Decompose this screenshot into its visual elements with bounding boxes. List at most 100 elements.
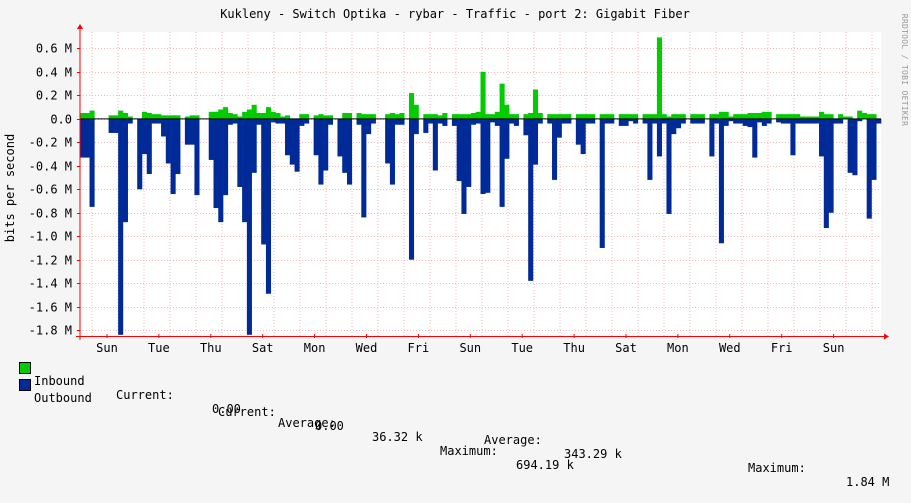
inbound-bar xyxy=(285,115,291,119)
outbound-average-value: 343.29 k xyxy=(564,447,622,461)
outbound-bar xyxy=(547,118,553,124)
outbound-bar xyxy=(442,118,448,126)
inbound-bar xyxy=(246,109,252,119)
x-tick-label: Sun xyxy=(459,341,481,355)
inbound-bar xyxy=(857,110,863,119)
inbound-bar xyxy=(408,93,415,119)
inbound-bar xyxy=(642,114,648,119)
inbound-bar xyxy=(170,115,176,119)
outbound-bar xyxy=(285,118,291,156)
inbound-bar xyxy=(838,114,844,119)
inbound-bar xyxy=(342,112,348,119)
inbound-bar xyxy=(208,111,214,119)
inbound-bar xyxy=(513,114,519,119)
outbound-bar xyxy=(318,118,324,185)
x-tick-label: Thu xyxy=(200,341,222,355)
outbound-bar xyxy=(275,118,281,124)
inbound-bar xyxy=(504,104,510,119)
outbound-bar xyxy=(656,118,662,157)
inbound-bar xyxy=(804,116,810,119)
y-tick-label: 0.2 M xyxy=(36,89,72,103)
outbound-bar xyxy=(113,118,119,133)
outbound-bar xyxy=(122,118,128,223)
inbound-bar xyxy=(633,114,639,119)
outbound-bar xyxy=(728,118,734,122)
outbound-bar xyxy=(537,118,543,124)
inbound-bar xyxy=(237,116,243,119)
inbound-bar xyxy=(327,115,333,119)
inbound-bar xyxy=(80,112,86,119)
outbound-bar xyxy=(84,118,90,158)
outbound-bar xyxy=(618,118,624,126)
outbound-bar xyxy=(141,118,148,155)
inbound-bar xyxy=(666,116,672,119)
y-tick-label: -0.6 M xyxy=(29,183,72,197)
inbound-bar xyxy=(480,71,486,119)
inbound-bar xyxy=(218,109,224,119)
outbound-bar xyxy=(347,118,353,185)
inbound-bar xyxy=(165,115,171,119)
x-tick-label: Tue xyxy=(148,341,170,355)
outbound-label: Outbound xyxy=(34,391,92,405)
inbound-bar xyxy=(871,114,877,119)
outbound-bar xyxy=(690,118,696,124)
outbound-bar xyxy=(580,118,586,155)
outbound-bar xyxy=(399,118,405,125)
inbound-bar xyxy=(275,112,281,119)
outbound-bar xyxy=(232,118,238,124)
inbound-bar xyxy=(223,107,229,119)
inbound-bar xyxy=(127,116,133,119)
outbound-bar xyxy=(327,118,333,125)
outbound-bar xyxy=(342,118,348,173)
inbound-bar xyxy=(370,114,376,119)
outbound-bar xyxy=(847,118,853,173)
outbound-bar xyxy=(866,118,872,219)
outbound-bar xyxy=(652,118,658,124)
outbound-bar xyxy=(876,118,882,124)
y-axis-arrow xyxy=(77,24,83,29)
inbound-bar xyxy=(227,112,233,119)
x-tick-label: Sat xyxy=(252,341,274,355)
inbound-bar xyxy=(151,114,157,119)
outbound-bar xyxy=(714,118,720,124)
inbound-bar xyxy=(761,111,767,119)
outbound-bar xyxy=(242,118,248,223)
outbound-bar xyxy=(575,118,581,145)
inbound-bar xyxy=(423,114,429,119)
outbound-bar xyxy=(833,118,839,124)
inbound-bar xyxy=(194,115,200,119)
outbound-bar xyxy=(146,118,152,175)
x-tick-label: Tue xyxy=(511,341,533,355)
inbound-bar xyxy=(523,114,529,119)
inbound-bar xyxy=(718,111,724,119)
outbound-bar xyxy=(766,118,772,124)
inbound-bar xyxy=(232,114,238,119)
x-tick-label: Mon xyxy=(667,341,689,355)
outbound-bar xyxy=(642,118,648,124)
chart-title: Kukleny - Switch Optika - rybar - Traffi… xyxy=(220,7,690,21)
inbound-swatch xyxy=(19,362,31,374)
inbound-bar xyxy=(752,112,758,119)
inbound-bar xyxy=(189,115,195,119)
inbound-bar xyxy=(790,114,796,119)
inbound-bar xyxy=(699,114,705,119)
inbound-bar xyxy=(728,116,734,119)
inbound-bar xyxy=(623,114,629,119)
outbound-bar xyxy=(423,118,429,133)
outbound-bar xyxy=(675,118,682,129)
inbound-bar xyxy=(146,112,152,119)
inbound-bar xyxy=(528,112,534,119)
inbound-bar xyxy=(799,116,806,119)
inbound-bar xyxy=(470,112,477,119)
inbound-bar xyxy=(757,112,763,119)
outbound-bar xyxy=(494,118,500,126)
outbound-bar xyxy=(261,118,267,245)
outbound-bar xyxy=(323,118,329,171)
outbound-bar xyxy=(695,118,701,124)
outbound-average-label: Average: xyxy=(484,433,542,447)
inbound-bar xyxy=(575,114,581,119)
rrdtool-credit: RRDTOOL / TOBI OETIKER xyxy=(900,14,909,127)
inbound-bar xyxy=(261,112,267,119)
inbound-bar xyxy=(265,107,272,119)
inbound-bar xyxy=(723,111,729,119)
